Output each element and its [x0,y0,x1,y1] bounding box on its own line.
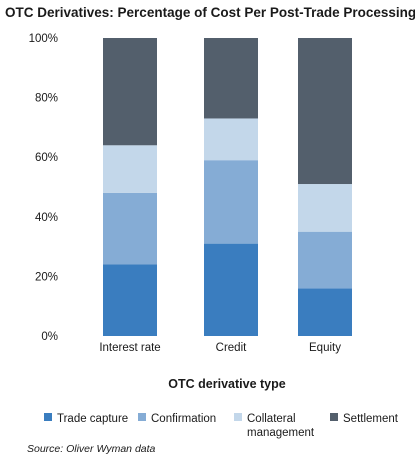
bar-segment-collateral-management [204,118,258,161]
legend-label: Confirmation [151,413,216,425]
x-tick-label: Credit [216,342,247,354]
legend-label: Settlement [343,413,399,425]
bar-segment-trade-capture [103,264,157,336]
x-axis-ticks: Interest rate Credit Equity [99,342,341,354]
legend-label: Collateral management [247,413,315,439]
legend-item-collateral-management: Collateral management [234,413,315,439]
y-tick-label: 80% [35,93,58,105]
x-tick-label: Interest rate [99,342,160,354]
legend-item-settlement: Settlement [330,413,399,425]
bar-segment-collateral-management [103,145,157,193]
y-tick-label: 60% [35,152,58,164]
bar-segment-trade-capture [204,243,258,336]
legend-item-trade-capture: Trade capture [44,413,128,425]
bar-segment-collateral-management [298,184,352,232]
x-axis-label: OTC derivative type [168,377,285,391]
bar-segment-settlement [298,38,352,185]
legend-label: Trade capture [57,413,128,425]
bar-segment-settlement [103,38,157,146]
chart-title: OTC Derivatives: Percentage of Cost Per … [5,5,415,20]
legend-swatch [44,413,52,421]
y-tick-label: 0% [41,331,58,343]
y-axis: 0% 20% 40% 60% 80% 100% [29,33,58,343]
legend-item-confirmation: Confirmation [138,413,216,425]
legend-swatch [330,413,338,421]
bar-segment-settlement [204,38,258,119]
y-tick-label: 40% [35,212,58,224]
bar-segment-confirmation [103,192,157,265]
source-note: Source: Oliver Wyman data [27,443,156,455]
bar-segment-trade-capture [298,288,352,336]
legend-swatch [138,413,146,421]
bar-segment-confirmation [298,231,352,289]
bar-segment-confirmation [204,160,258,244]
x-tick-label: Equity [309,342,341,354]
y-tick-label: 100% [29,33,58,45]
bars [103,38,352,336]
legend-swatch [234,413,242,421]
y-tick-label: 20% [35,271,58,283]
legend: Trade capture Confirmation Collateral manag… [44,413,399,439]
